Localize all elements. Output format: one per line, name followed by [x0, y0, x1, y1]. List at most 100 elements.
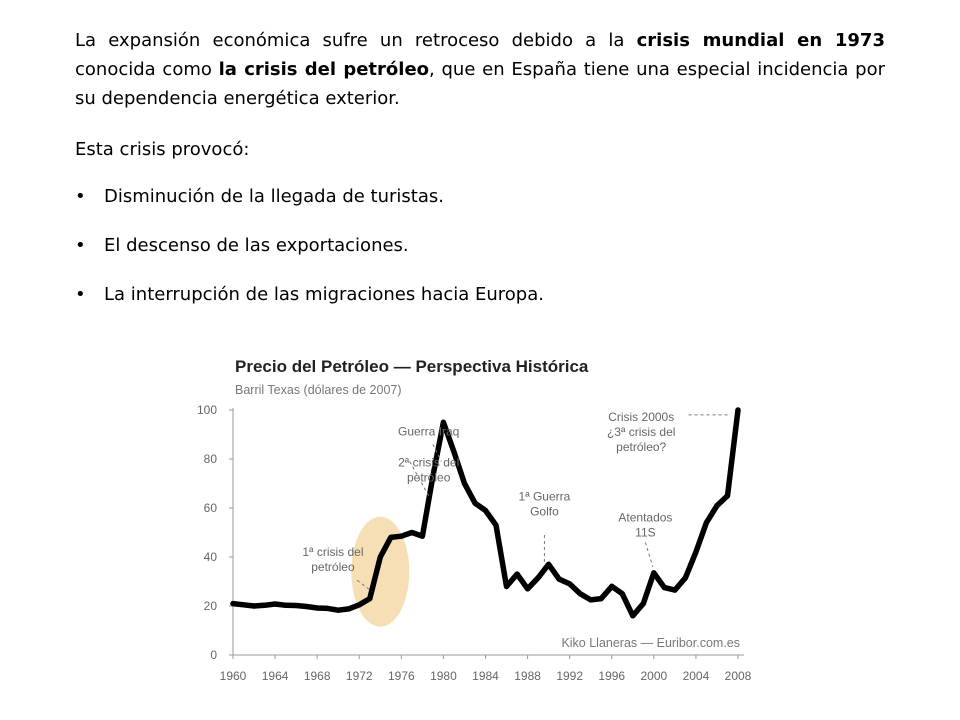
intro-paragraph: La expansión económica sufre un retroces… — [75, 26, 885, 113]
price-data-point — [567, 581, 573, 587]
x-tick-label: 1988 — [514, 669, 541, 683]
annotation-label: ¿3ª crisis del — [607, 425, 675, 439]
bullet-icon: • — [75, 284, 86, 305]
y-tick-label: 80 — [204, 452, 218, 466]
price-data-point — [472, 500, 478, 506]
price-data-point — [524, 586, 531, 592]
annotation-label: 11S — [635, 525, 655, 539]
price-data-point — [398, 533, 404, 539]
x-tick-label: 1976 — [388, 669, 415, 683]
price-data-point — [377, 554, 383, 560]
price-data-point — [230, 600, 236, 607]
price-data-point — [556, 576, 562, 582]
price-data-point — [240, 602, 247, 608]
x-tick-label: 1980 — [430, 669, 457, 683]
price-data-point — [283, 602, 289, 608]
x-tick-label: 1968 — [304, 669, 331, 683]
price-data-point — [272, 601, 278, 607]
price-data-point — [640, 600, 646, 607]
price-data-point — [430, 473, 436, 479]
price-data-point — [367, 596, 373, 602]
price-data-point — [577, 591, 583, 597]
price-data-point — [409, 529, 415, 536]
bullet-icon: • — [75, 186, 86, 207]
price-data-point — [546, 561, 552, 567]
price-data-point — [304, 603, 310, 610]
crisis-highlight — [351, 516, 410, 627]
annotation-label: 1ª crisis del — [302, 545, 363, 559]
y-tick-label: 100 — [197, 403, 217, 417]
annotation-pointer — [644, 542, 654, 567]
price-data-point — [630, 613, 636, 619]
price-data-point — [388, 534, 394, 540]
price-data-point — [482, 507, 489, 514]
bullet-text: La interrupción de las migraciones hacia… — [104, 284, 544, 305]
chart-credit: Kiko Llaneras — Euribor.com.es — [561, 636, 740, 650]
x-tick-label: 1964 — [262, 669, 289, 683]
x-tick-label: 1996 — [598, 669, 625, 683]
lead-text: Esta crisis provocó: — [75, 139, 250, 160]
y-tick-label: 0 — [210, 648, 217, 662]
price-data-point — [356, 602, 362, 608]
price-data-point — [619, 591, 625, 597]
price-data-point — [503, 583, 510, 589]
chart-title: Precio del Petróleo — Perspectiva Histór… — [235, 357, 589, 376]
annotation-label: petróleo? — [616, 440, 666, 454]
annotation-label: petróleo — [407, 470, 451, 484]
price-data-point — [461, 480, 468, 487]
x-tick-label: 2008 — [725, 669, 752, 683]
price-data-point — [346, 606, 352, 612]
price-data-point — [335, 607, 341, 613]
price-data-point — [588, 597, 594, 603]
price-data-point — [261, 602, 268, 608]
price-data-point — [314, 605, 320, 611]
price-data-point — [451, 449, 457, 455]
intro-bold-crisis-1973: crisis mundial en 1973 — [636, 30, 885, 51]
bullet-icon: • — [75, 235, 86, 256]
price-data-point — [325, 605, 331, 612]
bullet-list: • Disminución de la llegada de turistas. … — [75, 182, 885, 309]
price-data-point — [609, 583, 615, 589]
x-tick-label: 1984 — [472, 669, 499, 683]
price-data-point — [514, 571, 520, 577]
bullet-text: Disminución de la llegada de turistas. — [104, 186, 444, 207]
annotation-label: Atentados — [618, 510, 672, 524]
intro-text-1: La expansión económica sufre un retroces… — [75, 30, 637, 51]
intro-text-3: , que en España tiene una especial incid… — [75, 59, 885, 109]
y-tick-label: 60 — [204, 501, 218, 515]
bullet-item: • La interrupción de las migraciones haci… — [75, 280, 885, 309]
price-data-point — [493, 522, 499, 528]
y-tick-label: 40 — [204, 550, 218, 564]
y-tick-label: 20 — [204, 599, 218, 613]
oil-price-chart: Precio del Petróleo — Perspectiva Histór… — [197, 357, 752, 683]
annotation-label: Guerra Iraq — [398, 425, 459, 439]
x-tick-label: 1960 — [220, 669, 247, 683]
price-data-point — [651, 570, 657, 576]
x-tick-label: 1992 — [556, 669, 583, 683]
price-data-point — [735, 407, 741, 413]
price-data-point — [419, 533, 425, 539]
annotation-pointer — [409, 461, 430, 496]
price-data-point — [293, 602, 299, 609]
price-data-point — [251, 603, 257, 609]
x-tick-label: 1972 — [346, 669, 373, 683]
price-data-point — [440, 419, 447, 425]
x-tick-label: 2000 — [640, 669, 667, 683]
chart-subtitle: Barril Texas (dólares de 2007) — [235, 383, 402, 397]
text-block: La expansión económica sufre un retroces… — [75, 26, 885, 329]
bullet-item: • Disminución de la llegada de turistas. — [75, 182, 885, 211]
annotation-label: Crisis 2000s — [608, 410, 674, 424]
bullet-text: El descenso de las exportaciones. — [104, 235, 409, 256]
price-data-point — [724, 493, 731, 499]
bullet-item: • El descenso de las exportaciones. — [75, 231, 885, 260]
annotation-label: 1ª Guerra — [519, 490, 571, 504]
intro-text-2: conocida como — [75, 59, 219, 80]
price-data-point — [682, 575, 688, 581]
price-data-point — [714, 502, 720, 509]
price-data-point — [661, 585, 667, 591]
price-data-point — [535, 575, 541, 581]
annotation-label: petróleo — [311, 560, 355, 574]
x-tick-label: 2004 — [683, 669, 710, 683]
annotation-label: Golfo — [530, 505, 559, 519]
price-data-point — [703, 520, 710, 526]
